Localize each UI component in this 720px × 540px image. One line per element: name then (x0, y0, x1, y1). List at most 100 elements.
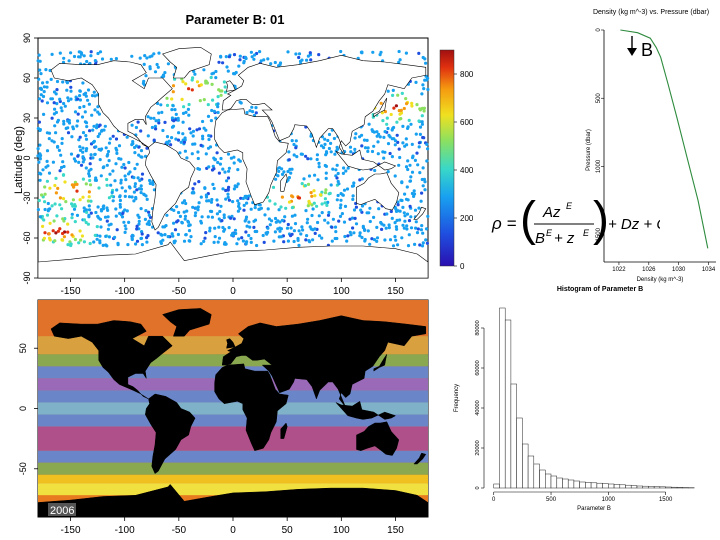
float-sample-point (79, 238, 83, 242)
float-sample-point (293, 213, 297, 217)
float-sample-point (346, 166, 350, 170)
float-sample-point (191, 187, 195, 191)
float-sample-point (145, 146, 149, 150)
float-sample-point (211, 182, 215, 186)
float-sample-point (345, 187, 350, 191)
float-sample-point (157, 121, 161, 125)
landmass-north-america (50, 60, 173, 148)
float-sample-point (98, 132, 102, 136)
histogram-bar (642, 485, 649, 489)
float-sample-point (82, 240, 86, 244)
float-sample-point (105, 219, 109, 223)
float-sample-point (180, 220, 184, 224)
float-sample-point (72, 183, 77, 187)
float-sample-point (181, 111, 186, 115)
histogram-bar (516, 417, 523, 489)
float-sample-point (45, 85, 49, 89)
float-sample-point (211, 98, 215, 102)
formula-den-exp2: E (583, 228, 590, 238)
float-sample-point (119, 157, 123, 161)
float-sample-point (100, 128, 104, 132)
float-sample-point (96, 51, 100, 56)
float-sample-point (189, 235, 193, 239)
float-sample-point (132, 190, 136, 194)
float-sample-point (111, 134, 115, 138)
float-sample-point (139, 236, 144, 240)
float-sample-point (299, 152, 303, 156)
float-sample-point (259, 206, 263, 210)
float-sample-point (388, 135, 392, 139)
histogram-bar (659, 486, 666, 489)
float-sample-point (290, 139, 294, 143)
float-sample-point (323, 142, 327, 146)
float-sample-point (41, 224, 45, 228)
float-sample-point (202, 68, 206, 72)
hist-ytick-label: 80000 (475, 320, 481, 335)
float-sample-point (189, 131, 193, 135)
float-sample-point (120, 186, 124, 190)
float-sample-point (384, 226, 388, 230)
float-sample-point (312, 189, 316, 193)
float-sample-point (222, 216, 226, 220)
float-sample-point (52, 101, 56, 105)
float-sample-point (255, 243, 259, 248)
float-sample-point (153, 70, 158, 74)
float-sample-point (236, 199, 240, 203)
histogram-bar (602, 483, 609, 489)
float-sample-point (400, 180, 404, 184)
float-sample-point (170, 108, 174, 112)
map-title: Parameter B: 01 (186, 12, 285, 27)
float-sample-point (218, 162, 222, 166)
float-sample-point (361, 224, 365, 228)
float-sample-point (339, 198, 343, 202)
float-sample-point (53, 202, 57, 206)
float-sample-point (372, 144, 376, 148)
float-sample-point (171, 124, 176, 128)
float-sample-point (390, 216, 394, 220)
map2006-xtick-label: -100 (115, 525, 135, 536)
float-sample-point (88, 61, 92, 66)
float-sample-point (210, 82, 214, 86)
float-sample-point (193, 182, 197, 186)
float-sample-point (177, 131, 181, 135)
float-sample-point (238, 58, 242, 62)
float-sample-point (391, 93, 395, 97)
float-sample-point (330, 239, 334, 243)
float-sample-point (241, 196, 245, 201)
float-sample-point (348, 217, 352, 221)
float-sample-point (313, 194, 317, 198)
float-sample-point (320, 236, 324, 240)
float-sample-point (207, 137, 211, 142)
histogram-bar (573, 480, 580, 489)
float-sample-point (376, 140, 380, 144)
float-sample-point (329, 183, 333, 187)
float-sample-point (88, 183, 93, 187)
float-sample-point (253, 206, 257, 210)
float-sample-point (396, 200, 400, 204)
float-sample-point (372, 238, 377, 242)
float-sample-point (264, 231, 268, 235)
float-sample-point (89, 211, 93, 215)
profile-xtick-label: 1026 (642, 267, 656, 273)
float-sample-point (186, 107, 190, 111)
float-sample-point (346, 234, 350, 238)
float-sample-point (343, 204, 348, 208)
float-sample-point (188, 239, 192, 243)
float-sample-point (409, 122, 413, 126)
float-sample-point (410, 170, 415, 174)
float-sample-point (204, 79, 208, 84)
float-sample-point (392, 137, 396, 141)
float-sample-point (94, 210, 98, 215)
float-sample-point (393, 221, 397, 225)
float-sample-point (391, 88, 395, 92)
float-sample-point (350, 216, 355, 220)
float-sample-point (293, 222, 298, 226)
float-sample-point (238, 159, 242, 163)
float-sample-point (242, 208, 246, 212)
float-sample-point (43, 200, 47, 204)
float-sample-point (417, 206, 421, 210)
landmass-eurasia (221, 54, 427, 157)
float-sample-point (61, 160, 65, 164)
float-sample-point (315, 204, 319, 208)
float-sample-point (130, 123, 134, 127)
